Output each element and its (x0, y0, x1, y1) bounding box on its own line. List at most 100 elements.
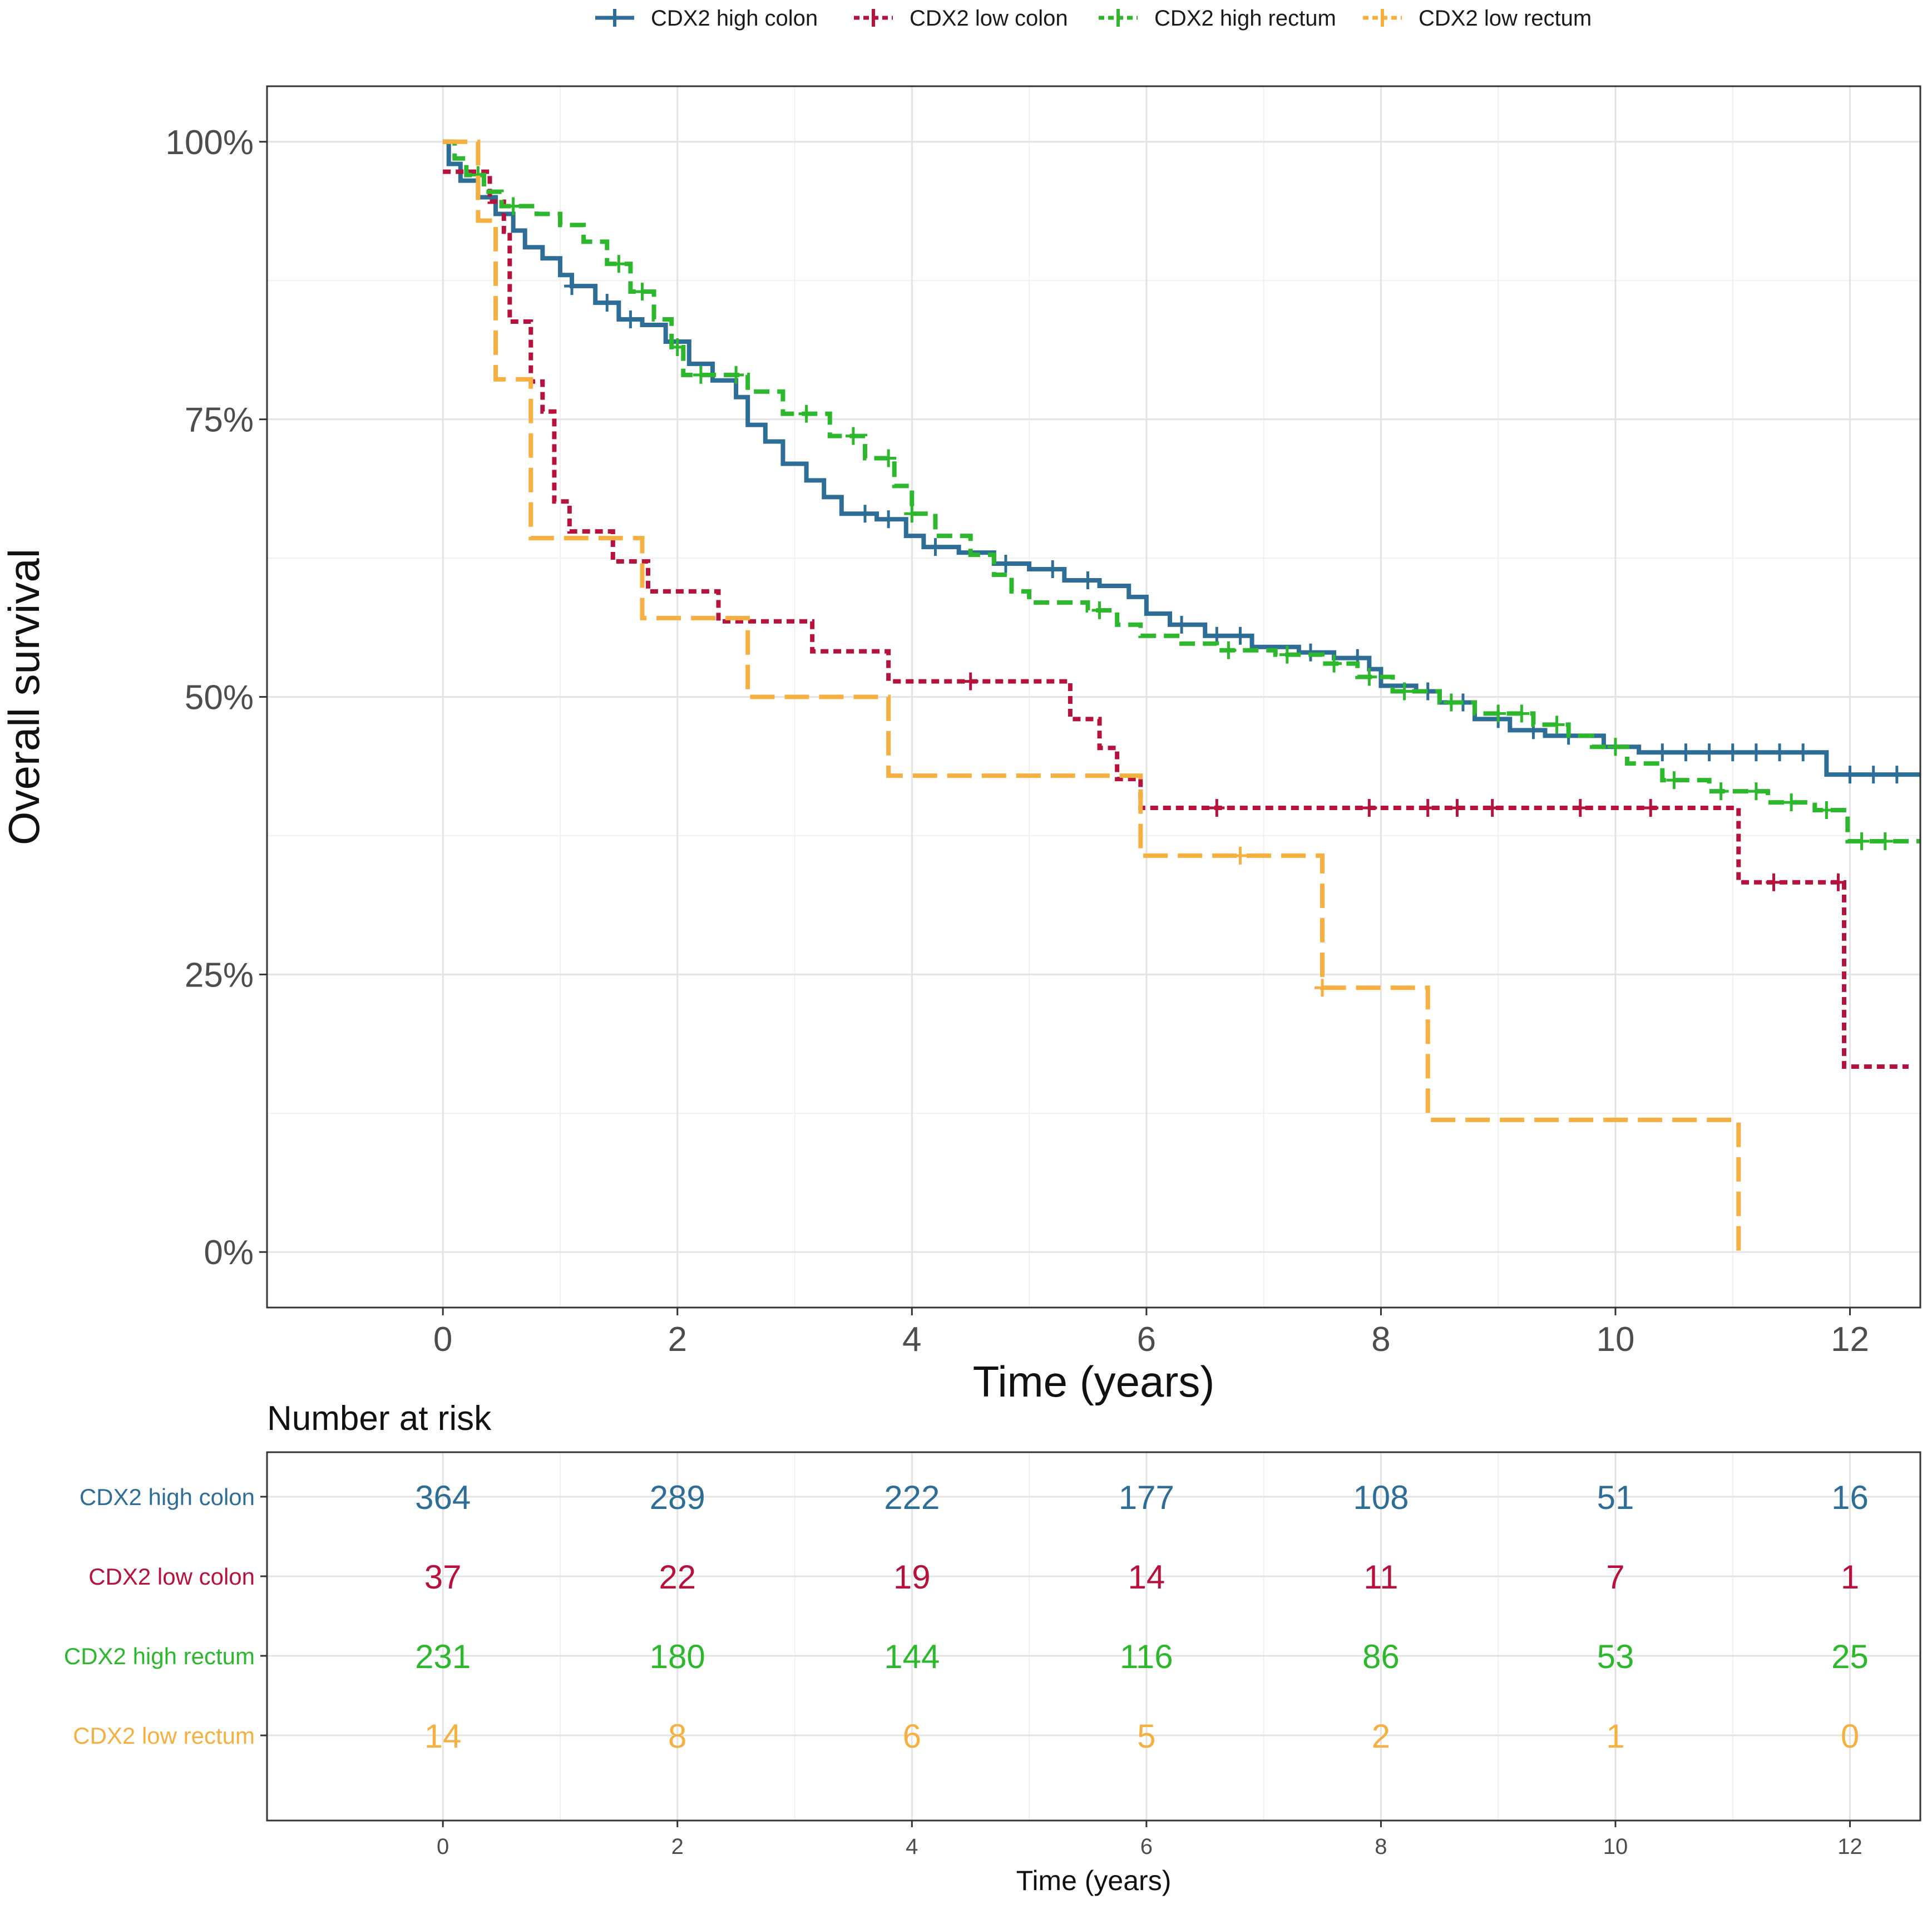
risk-count: 1 (1841, 1558, 1859, 1596)
risk-count: 364 (415, 1479, 471, 1516)
risk-count: 1 (1606, 1718, 1624, 1755)
censor-mark (1654, 743, 1671, 762)
risk-x-tick-label: 10 (1603, 1834, 1628, 1859)
censor-mark (1549, 716, 1565, 734)
risk-row-label: CDX2 low colon (88, 1563, 255, 1590)
survival-curve-cdx2-low-colon (443, 169, 1909, 1069)
x-tick-label: 0 (433, 1320, 452, 1359)
risk-row-label: CDX2 high rectum (64, 1643, 255, 1669)
censor-mark (505, 197, 521, 215)
survival-plot-axes: 0% 25% 50% 75% 100% 0 2 4 6 8 10 12 Time (years) Over… (0, 124, 1869, 1406)
risk-count: 177 (1119, 1479, 1174, 1516)
censor-mark (881, 510, 897, 529)
y-tick-label: 0% (204, 1234, 254, 1272)
risk-count: 7 (1606, 1558, 1624, 1596)
legend-label: CDX2 high rectum (1154, 6, 1336, 31)
risk-count: 16 (1831, 1479, 1869, 1516)
risk-count: 51 (1597, 1479, 1634, 1516)
risk-x-tick-label: 0 (437, 1834, 449, 1859)
risk-row-label: CDX2 low rectum (73, 1723, 255, 1749)
censor-mark (1701, 743, 1717, 762)
risk-count: 289 (650, 1479, 705, 1516)
risk-table-border (266, 1451, 1921, 1822)
censor-mark (1678, 743, 1694, 762)
censor-mark (1232, 846, 1248, 865)
censor-mark (1315, 979, 1331, 997)
censor-mark (1854, 832, 1870, 850)
censor-mark (1783, 793, 1800, 812)
censor-mark (962, 672, 979, 690)
risk-x-tick-label: 12 (1837, 1834, 1862, 1859)
censor-mark (1232, 627, 1248, 645)
y-tick-label: 50% (185, 679, 254, 717)
risk-x-tick-label: 2 (671, 1834, 684, 1859)
risk-count: 25 (1831, 1638, 1869, 1675)
censor-mark (1772, 743, 1788, 762)
censor-mark (1209, 799, 1225, 817)
censor-mark (1514, 704, 1530, 723)
risk-count: 53 (1597, 1638, 1634, 1675)
x-tick-label: 12 (1831, 1320, 1869, 1359)
censor-mark (1819, 801, 1835, 820)
censor-mark (1889, 766, 1905, 784)
censor-mark (693, 366, 709, 384)
censor-mark (1045, 560, 1061, 579)
risk-count: 86 (1362, 1638, 1400, 1675)
censor-mark (1748, 782, 1764, 801)
survival-plot-panel (266, 85, 1921, 1309)
x-axis-title: Time (years) (973, 1357, 1215, 1406)
risk-count: 14 (1128, 1558, 1165, 1596)
risk-count: 231 (415, 1638, 471, 1675)
censor-mark (611, 255, 627, 273)
censor-mark (857, 505, 873, 523)
censor-mark (1361, 799, 1377, 817)
risk-count: 2 (1372, 1718, 1390, 1755)
y-tick-label: 75% (185, 401, 254, 440)
censor-mark (564, 277, 580, 295)
censor-mark (1396, 682, 1412, 701)
risk-count: 11 (1363, 1558, 1398, 1596)
censor-mark (1842, 766, 1858, 784)
risk-count: 222 (884, 1479, 940, 1516)
legend-label: CDX2 high colon (651, 6, 818, 31)
legend: CDX2 high colon CDX2 low colon CDX2 high r… (595, 6, 1592, 31)
censor-mark (1449, 799, 1465, 817)
censor-mark (1221, 641, 1237, 659)
censor-mark (599, 294, 615, 312)
censor-mark (1484, 799, 1500, 817)
survival-curve-cdx2-high-colon (443, 139, 1920, 777)
risk-count: 108 (1353, 1479, 1409, 1516)
censor-mark (1080, 571, 1096, 589)
x-tick-label: 8 (1371, 1320, 1390, 1359)
risk-count: 116 (1120, 1638, 1173, 1675)
censor-mark (997, 555, 1014, 573)
risk-x-tick-label: 6 (1140, 1834, 1153, 1859)
censor-mark (1713, 782, 1729, 801)
risk-count: 37 (424, 1558, 462, 1596)
risk-count: 180 (650, 1638, 705, 1675)
risk-table-title: Number at risk (267, 1399, 492, 1438)
censor-mark (634, 283, 650, 301)
censor-mark (1091, 601, 1108, 619)
censor-mark (881, 449, 897, 467)
censor-mark (798, 405, 814, 423)
risk-count: 22 (659, 1558, 696, 1596)
risk-count: 8 (668, 1718, 686, 1755)
censor-mark (1361, 668, 1377, 686)
risk-x-tick-label: 8 (1375, 1834, 1387, 1859)
x-tick-label: 2 (668, 1320, 686, 1359)
legend-label: CDX2 low colon (910, 6, 1068, 31)
risk-count: 19 (893, 1558, 931, 1596)
risk-x-tick-label: 4 (906, 1834, 918, 1859)
censor-mark (904, 505, 920, 523)
censor-mark (1830, 873, 1846, 891)
censor-mark (1174, 615, 1190, 634)
censor-mark (1795, 743, 1811, 762)
censor-mark (927, 538, 943, 556)
risk-count: 144 (884, 1638, 940, 1675)
risk-count: 14 (424, 1718, 462, 1755)
y-tick-label: 25% (185, 956, 254, 994)
